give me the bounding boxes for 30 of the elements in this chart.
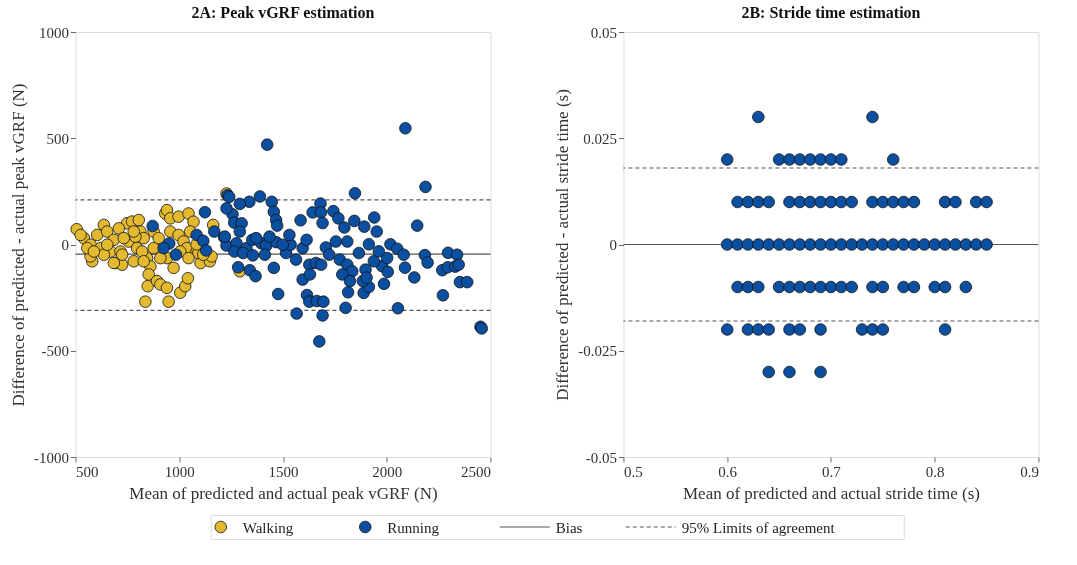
x-axis-title: Mean of predicted and actual stride time (s)	[682, 483, 980, 503]
legend-label: 95% Limits of agreement	[681, 520, 836, 536]
y-tick-label: -1000	[33, 449, 69, 466]
y-axis-title: Difference of predicted - actual stride time (s)	[553, 89, 573, 401]
x-tick-label: 0.7	[822, 463, 842, 480]
x-tick-label: 1000	[164, 463, 195, 480]
y-tick-label: -0.05	[585, 449, 617, 466]
x-tick-label: 0.9	[1020, 463, 1039, 480]
y-axis-title: Difference of predicted - actual peak vGRF (N)	[8, 83, 28, 407]
y-tick-label: 0.05	[590, 24, 617, 41]
x-tick-label: 2500	[460, 463, 491, 480]
x-tick-label: 500	[75, 463, 99, 480]
legend-label: Walking	[242, 520, 294, 536]
x-tick-label: 0.8	[925, 463, 945, 480]
chart-title: 2A: Peak vGRF estimation	[191, 4, 375, 21]
y-tick-label: -500	[41, 343, 69, 360]
legend-label: Bias	[555, 520, 583, 536]
y-tick-label: 0.025	[583, 130, 617, 147]
x-tick-label: 0.5	[623, 463, 643, 480]
x-tick-label: 2000	[372, 463, 403, 480]
x-tick-label: 0.6	[718, 463, 738, 480]
y-tick-label: 500	[46, 130, 69, 147]
legend-label: Running	[387, 520, 440, 536]
x-axis-title: Mean of predicted and actual peak vGRF (N)	[129, 483, 438, 503]
y-tick-label: 0	[609, 237, 617, 253]
y-tick-label: 1000	[38, 24, 69, 41]
chart-title: 2B: Stride time estimation	[741, 4, 921, 21]
y-tick-label: -0.025	[578, 343, 617, 360]
x-tick-label: 1500	[268, 463, 299, 480]
y-tick-label: 0	[61, 237, 69, 253]
